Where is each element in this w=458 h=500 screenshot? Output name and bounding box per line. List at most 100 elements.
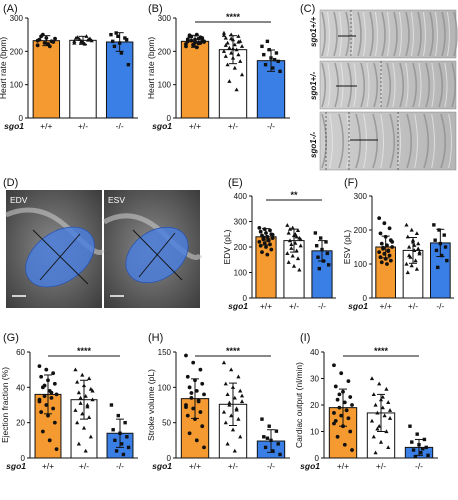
y-tick-label: 200 [158,47,172,56]
genotype-label: sgo1 [152,121,172,131]
data-point [90,388,95,393]
data-point [436,265,440,270]
data-point [238,388,243,393]
data-point [236,374,241,379]
data-point [116,34,120,39]
x-category-label: +/+ [380,301,392,311]
data-point [42,394,47,399]
data-point [221,33,227,37]
data-point [379,260,384,265]
data-point [53,36,57,41]
data-point [194,438,199,443]
x-category-label: +/- [228,121,238,131]
chart-h: 0 50 100 150 Stroke volume (pL) +/+ +/- -/- sgo1… [146,346,290,471]
y-tick-label: 0 [167,454,172,463]
data-point [316,255,320,259]
data-point [333,384,338,389]
data-point [439,253,444,258]
data-point [442,233,446,237]
data-point [229,36,234,41]
data-point [369,376,375,381]
data-point [42,41,47,45]
data-point [348,429,353,434]
data-point [258,243,263,248]
x-category-label: -/- [116,121,124,131]
data-point [110,39,115,44]
data-point [49,396,54,400]
data-point [332,363,336,368]
data-point [236,52,241,57]
data-point [373,402,378,407]
y-tick-label: 10 [310,428,319,437]
data-point [221,30,227,35]
y-tick-label: 150 [158,348,172,357]
data-point [189,396,194,400]
panel-label-h: (H) [148,332,163,344]
data-point [422,437,427,442]
data-point [380,394,385,399]
data-point [272,57,277,62]
kymograph-panel: sgo1+/+ sgo1+/- sgo1-/- [309,9,458,171]
data-point [187,385,192,390]
y-axis-label: Cardiac output (nl/min) [294,362,304,448]
data-point [47,438,52,443]
bar-a-2 [105,41,134,119]
data-point [123,36,127,40]
data-point [225,441,230,446]
data-point [88,434,93,439]
data-point [295,256,301,261]
data-point [89,38,94,43]
data-point [337,405,342,410]
data-point [52,420,57,425]
data-point [290,225,295,230]
data-point [268,228,272,233]
data-point [265,252,270,257]
data-point [378,255,383,260]
data-point [236,34,241,38]
data-point [49,390,54,395]
data-point [350,403,354,407]
data-point [51,371,56,376]
data-point [191,360,196,365]
data-point [39,374,44,379]
y-axis-label: EDV (pL) [222,229,232,264]
data-point [420,447,425,451]
data-point [86,37,91,42]
data-point [346,416,351,421]
data-point [126,445,131,450]
data-point [198,410,203,414]
data-point [113,438,117,443]
x-category-label: -/- [436,301,444,311]
data-point [271,449,275,453]
panel-label-c: (C) [300,3,315,15]
data-point [239,393,245,398]
data-point [426,453,430,458]
data-point [445,258,449,263]
data-point [295,228,301,233]
data-point [54,447,59,452]
data-point [268,242,272,247]
data-point [196,398,201,402]
data-point [229,50,234,55]
data-point [51,40,56,44]
data-point [437,228,441,232]
data-point [230,427,236,432]
data-point [263,445,268,450]
data-point [124,37,129,42]
data-point [87,376,92,381]
data-point [298,243,303,248]
y-tick-label: 300 [354,192,368,201]
x-category-label: -/- [318,301,326,311]
data-point [121,452,126,457]
data-point [234,407,239,412]
data-point [377,250,382,255]
panel-label-a: (A) [3,3,18,15]
data-point [46,413,50,418]
chart-b: 0 100 200 300 Heart rate (bpm) +/+ +/- -/- sgo1 *… [146,12,290,131]
data-point [270,232,275,237]
data-point [223,43,228,47]
y-axis-label: Heart rate (bpm) [0,37,8,100]
data-point [239,399,245,404]
data-point [236,39,241,44]
